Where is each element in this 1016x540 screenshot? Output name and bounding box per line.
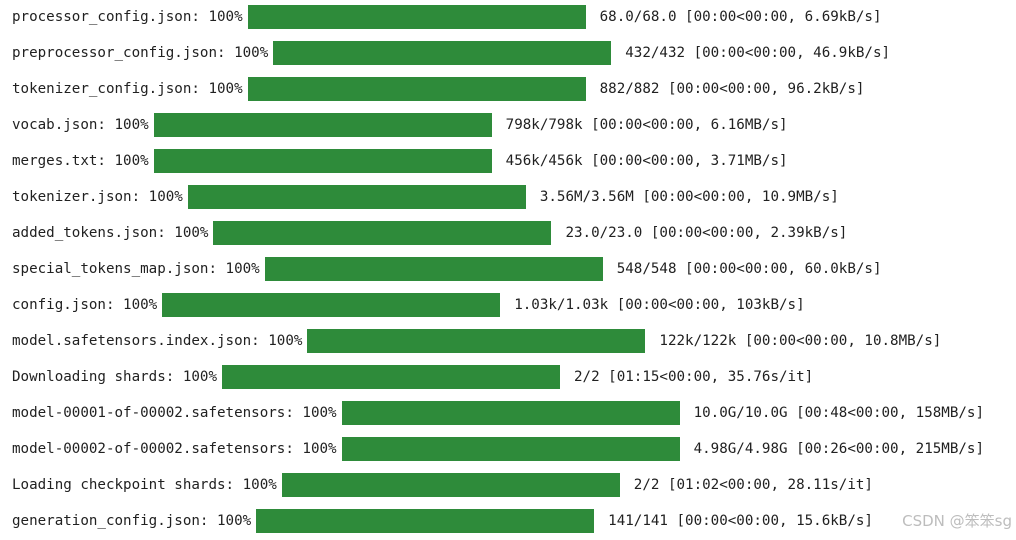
progress-row: added_tokens.json: 100% 23.0/23.0 [00:00<… <box>12 221 847 245</box>
progress-row: vocab.json: 100% 798k/798k [00:00<00:00, … <box>12 113 788 137</box>
progress-label: model.safetensors.index.json: 100% <box>12 333 303 349</box>
progress-row: special_tokens_map.json: 100% 548/548 [00… <box>12 257 882 281</box>
progress-stats: 10.0G/10.0G [00:48<00:00, 158MB/s] <box>693 405 985 421</box>
progress-row: merges.txt: 100% 456k/456k [00:00<00:00, … <box>12 149 788 173</box>
progress-row: model-00001-of-00002.safetensors: 100% 10… <box>12 401 984 425</box>
progress-stats: 882/882 [00:00<00:00, 96.2kB/s] <box>599 81 865 97</box>
progress-bar-fill <box>256 509 595 533</box>
progress-stats: 141/141 [00:00<00:00, 15.6kB/s] <box>608 513 873 529</box>
progress-bar <box>281 473 620 497</box>
progress-bar <box>222 365 560 389</box>
progress-bar-fill <box>281 473 620 497</box>
progress-stats: 798k/798k [00:00<00:00, 6.16MB/s] <box>505 117 788 133</box>
progress-stats: 2/2 [01:15<00:00, 35.76s/it] <box>574 369 814 385</box>
progress-bar <box>162 293 501 317</box>
progress-stats: 1.03k/1.03k [00:00<00:00, 103kB/s] <box>514 297 805 313</box>
progress-row: Downloading shards: 100% 2/2 [01:15<00:00… <box>12 365 813 389</box>
progress-stats: 3.56M/3.56M [00:00<00:00, 10.9MB/s] <box>539 189 839 205</box>
progress-bar <box>153 113 492 137</box>
progress-bar <box>153 149 492 173</box>
progress-row: tokenizer_config.json: 100% 882/882 [00:0… <box>12 77 864 101</box>
progress-bar <box>264 257 603 281</box>
progress-bar-fill <box>247 5 586 29</box>
progress-row: model.safetensors.index.json: 100% 122k/1… <box>12 329 941 353</box>
progress-label: tokenizer_config.json: 100% <box>12 81 243 97</box>
progress-bar-fill <box>187 185 526 209</box>
progress-stats: 23.0/23.0 [00:00<00:00, 2.39kB/s] <box>565 225 848 241</box>
progress-label: processor_config.json: 100% <box>12 9 243 25</box>
progress-row: generation_config.json: 100% 141/141 [00:… <box>12 509 873 533</box>
progress-bar-fill <box>162 293 501 317</box>
progress-stats: 456k/456k [00:00<00:00, 3.71MB/s] <box>505 153 788 169</box>
progress-label: added_tokens.json: 100% <box>12 225 209 241</box>
progress-bar <box>341 437 680 461</box>
progress-bar-fill <box>341 401 680 425</box>
progress-bar <box>247 77 586 101</box>
progress-label: special_tokens_map.json: 100% <box>12 261 260 277</box>
progress-bar-fill <box>264 257 603 281</box>
progress-label: vocab.json: 100% <box>12 117 149 133</box>
progress-bar <box>307 329 646 353</box>
progress-label: model-00002-of-00002.safetensors: 100% <box>12 441 337 457</box>
progress-label: Loading checkpoint shards: 100% <box>12 477 277 493</box>
progress-bar <box>187 185 526 209</box>
progress-bar <box>213 221 552 245</box>
progress-label: config.json: 100% <box>12 297 158 313</box>
progress-bar-fill <box>273 41 612 65</box>
progress-row: model-00002-of-00002.safetensors: 100% 4.… <box>12 437 984 461</box>
progress-bar <box>341 401 680 425</box>
progress-label: Downloading shards: 100% <box>12 369 217 385</box>
progress-bar-fill <box>153 149 492 173</box>
progress-row: processor_config.json: 100% 68.0/68.0 [00… <box>12 5 882 29</box>
progress-row: tokenizer.json: 100% 3.56M/3.56M [00:00<0… <box>12 185 839 209</box>
progress-bar-fill <box>213 221 552 245</box>
progress-bar-fill <box>307 329 646 353</box>
progress-label: generation_config.json: 100% <box>12 513 252 529</box>
progress-stats: 2/2 [01:02<00:00, 28.11s/it] <box>633 477 873 493</box>
progress-label: preprocessor_config.json: 100% <box>12 45 269 61</box>
progress-bar <box>247 5 586 29</box>
progress-row: config.json: 100% 1.03k/1.03k [00:00<00:0… <box>12 293 805 317</box>
progress-bar <box>273 41 612 65</box>
progress-bar-fill <box>341 437 680 461</box>
progress-stats: 122k/122k [00:00<00:00, 10.8MB/s] <box>659 333 942 349</box>
progress-label: tokenizer.json: 100% <box>12 189 183 205</box>
progress-stats: 68.0/68.0 [00:00<00:00, 6.69kB/s] <box>599 9 882 25</box>
progress-row: preprocessor_config.json: 100% 432/432 [0… <box>12 41 890 65</box>
progress-label: model-00001-of-00002.safetensors: 100% <box>12 405 337 421</box>
progress-row: Loading checkpoint shards: 100% 2/2 [01:0… <box>12 473 873 497</box>
progress-stats: 432/432 [00:00<00:00, 46.9kB/s] <box>625 45 891 61</box>
progress-stats: 4.98G/4.98G [00:26<00:00, 215MB/s] <box>693 441 985 457</box>
progress-label: merges.txt: 100% <box>12 153 149 169</box>
progress-bar <box>256 509 595 533</box>
progress-bar-fill <box>222 365 560 389</box>
progress-bar-fill <box>247 77 586 101</box>
progress-stats: 548/548 [00:00<00:00, 60.0kB/s] <box>616 261 882 277</box>
watermark: CSDN @笨笨sg <box>902 512 1012 530</box>
progress-bar-fill <box>153 113 492 137</box>
